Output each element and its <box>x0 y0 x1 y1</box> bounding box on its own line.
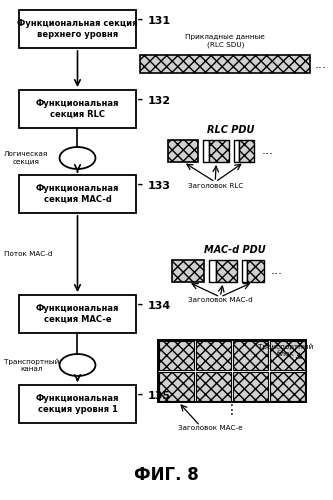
Bar <box>19 175 137 213</box>
Text: Функциональная
секция MAC-d: Функциональная секция MAC-d <box>36 184 119 204</box>
Text: ...: ... <box>315 58 327 70</box>
Bar <box>242 260 247 282</box>
Text: Заголовок RLC: Заголовок RLC <box>187 183 243 189</box>
Text: Функциональная
секция MAC-e: Функциональная секция MAC-e <box>36 304 119 324</box>
Text: RLC PDU: RLC PDU <box>206 125 254 135</box>
Bar <box>209 140 229 162</box>
Text: Функциональная
секция RLC: Функциональная секция RLC <box>36 100 119 118</box>
Text: 131: 131 <box>148 16 170 26</box>
Text: Прикладные данные
(RLC SDU): Прикладные данные (RLC SDU) <box>185 34 265 48</box>
Text: ФИГ. 8: ФИГ. 8 <box>134 466 199 484</box>
Bar <box>19 10 137 48</box>
Text: 134: 134 <box>148 302 170 312</box>
Bar <box>270 372 305 401</box>
Bar <box>172 260 204 282</box>
Text: Транспортный
канал: Транспортный канал <box>4 358 59 372</box>
Bar <box>216 260 237 282</box>
Text: 135: 135 <box>148 392 170 402</box>
Bar <box>203 140 209 162</box>
Bar <box>234 140 239 162</box>
Bar <box>247 260 264 282</box>
Text: Транспортный
блок: Транспортный блок <box>258 343 313 357</box>
Bar <box>159 341 194 370</box>
Text: Логическая
секция: Логическая секция <box>4 152 48 164</box>
Ellipse shape <box>60 354 96 376</box>
Bar <box>158 340 306 402</box>
Bar <box>233 372 268 401</box>
Text: Функциональная секция
верхнего уровня: Функциональная секция верхнего уровня <box>17 20 138 38</box>
Text: Функциональная
секция уровня 1: Функциональная секция уровня 1 <box>36 394 119 413</box>
Text: MAC-d PDU: MAC-d PDU <box>204 245 266 255</box>
Bar <box>141 55 310 73</box>
Bar <box>239 140 254 162</box>
Bar <box>270 341 305 370</box>
Bar <box>196 341 231 370</box>
Ellipse shape <box>60 147 96 169</box>
Bar <box>209 260 216 282</box>
Text: 132: 132 <box>148 96 170 106</box>
Text: 133: 133 <box>148 182 170 192</box>
Bar <box>233 341 268 370</box>
Text: Заголовок MAC-d: Заголовок MAC-d <box>188 297 253 303</box>
Bar <box>19 90 137 128</box>
Bar <box>196 372 231 401</box>
Text: Заголовок MAC-e: Заголовок MAC-e <box>178 425 242 431</box>
Text: ⋮: ⋮ <box>225 403 239 417</box>
Bar <box>159 372 194 401</box>
Text: ...: ... <box>271 264 283 278</box>
Text: ...: ... <box>261 144 273 158</box>
Bar <box>19 385 137 423</box>
Bar <box>168 140 198 162</box>
Bar <box>19 295 137 333</box>
Text: Поток MAC-d: Поток MAC-d <box>4 251 52 257</box>
